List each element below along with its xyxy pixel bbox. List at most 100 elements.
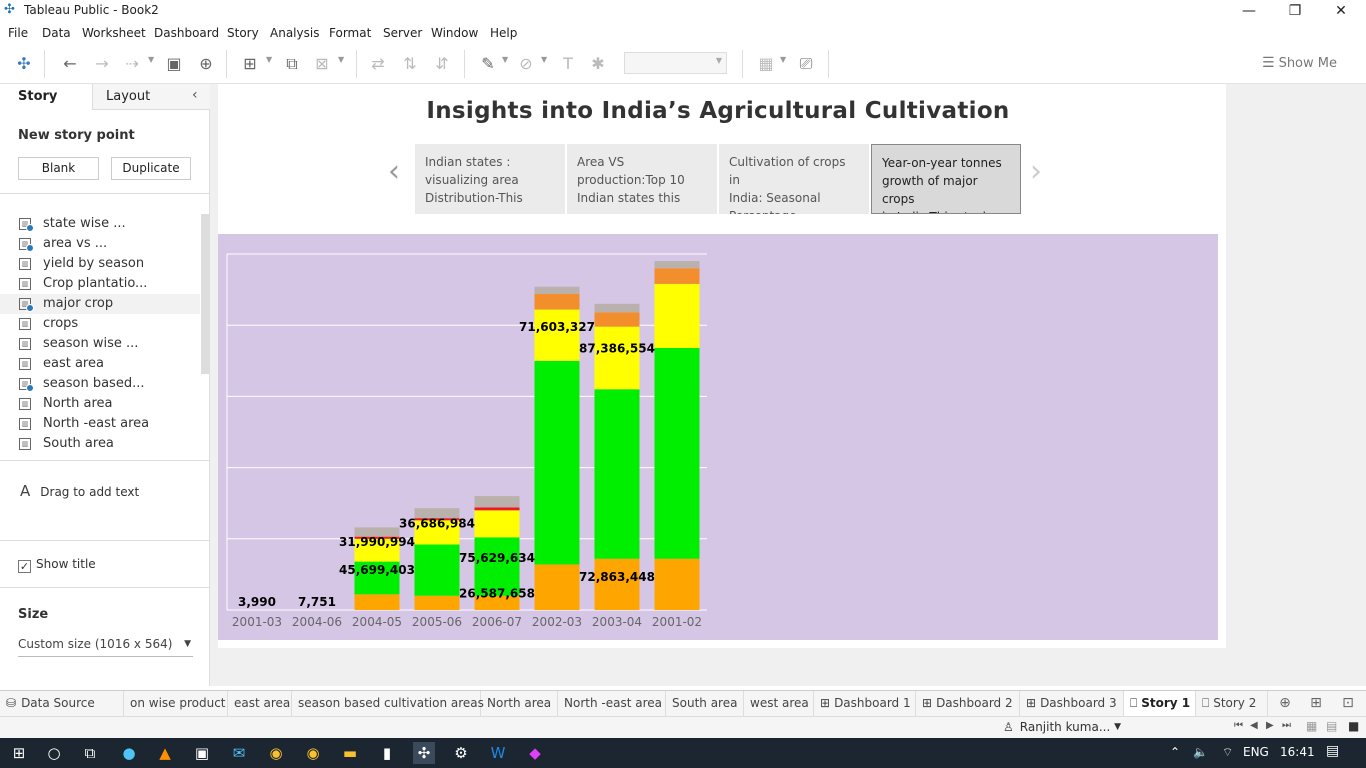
- bar-segment[interactable]: [534, 309, 580, 361]
- film-strip-icon[interactable]: ▦: [1306, 719, 1318, 733]
- settings-gear-icon[interactable]: ⚙: [454, 744, 468, 762]
- tab-sheet[interactable]: North area: [481, 691, 558, 716]
- menu-help[interactable]: Help: [490, 26, 518, 40]
- bar-segment[interactable]: [534, 293, 580, 310]
- menu-data[interactable]: Data: [42, 26, 71, 40]
- tab-sheet[interactable]: east area: [228, 691, 292, 716]
- tableau-home-icon[interactable]: ✣: [17, 54, 31, 73]
- tab-dashboard[interactable]: ⊞ Dashboard 2: [916, 691, 1020, 716]
- bar-segment[interactable]: [354, 561, 400, 595]
- chevron-down-icon[interactable]: ▼: [541, 55, 548, 64]
- story-point-3[interactable]: Cultivation of crops in India: Seasonal …: [719, 144, 869, 214]
- tabs-view-icon[interactable]: ▤: [1326, 719, 1338, 733]
- bar-segment[interactable]: [594, 303, 640, 313]
- bar-segment[interactable]: [594, 326, 640, 390]
- user-menu[interactable]: ♙ Ranjith kuma... ▼: [1003, 720, 1125, 737]
- file-explorer-icon[interactable]: ▬: [342, 744, 358, 762]
- bar-segment[interactable]: [654, 283, 700, 348]
- bar-segment[interactable]: [594, 389, 640, 559]
- tableau-taskbar-icon[interactable]: ✣: [413, 742, 435, 764]
- duplicate-sheet-icon[interactable]: ⧉: [286, 54, 298, 73]
- bar-segment[interactable]: [534, 564, 580, 610]
- story-point-2[interactable]: Area VS production:Top 10 Indian states …: [567, 144, 717, 214]
- menu-worksheet[interactable]: Worksheet: [82, 26, 146, 40]
- sheet-item-north-east-area[interactable]: ▥ North -east area: [0, 414, 200, 434]
- minimize-button[interactable]: —: [1242, 3, 1256, 19]
- tab-sheet[interactable]: on wise product: [124, 691, 228, 716]
- bar-segment[interactable]: [414, 595, 460, 610]
- presentation-mode-icon[interactable]: ⎚: [799, 54, 813, 73]
- previous-sheet-icon[interactable]: ◀: [1250, 720, 1258, 731]
- story-point-4[interactable]: Year-on-year tonnes growth of major crop…: [871, 144, 1021, 214]
- paint-icon[interactable]: ◆: [529, 744, 541, 762]
- new-story-tab-icon[interactable]: ⊡: [1342, 695, 1354, 711]
- size-select[interactable]: Custom size (1016 x 564) ▼: [18, 637, 193, 657]
- tab-story-2[interactable]: ⎕ Story 2: [1196, 691, 1268, 716]
- sheet-list-scrollbar[interactable]: [201, 214, 209, 374]
- menu-window[interactable]: Window: [431, 26, 479, 40]
- volume-icon[interactable]: 🔈: [1193, 745, 1208, 759]
- chevron-down-icon[interactable]: ▼: [148, 55, 155, 64]
- last-sheet-icon[interactable]: ⏭: [1282, 720, 1291, 731]
- menu-dashboard[interactable]: Dashboard: [154, 26, 220, 40]
- close-button[interactable]: ✕: [1335, 3, 1347, 19]
- sheet-item-crops[interactable]: ▥ crops: [0, 314, 200, 334]
- new-worksheet-tab-icon[interactable]: ⊕: [1279, 695, 1291, 711]
- bar-segment[interactable]: [534, 286, 580, 294]
- sort-descending-icon[interactable]: ⇵: [435, 54, 449, 73]
- previous-story-point-icon[interactable]: ‹: [388, 154, 400, 189]
- clear-sheet-icon[interactable]: ⊠: [315, 54, 329, 73]
- duplicate-button[interactable]: Duplicate: [111, 157, 191, 180]
- stacked-bar-chart[interactable]: 2001-03 2004-06 2004-05 2005-06 2006-07 2002-…: [218, 234, 1218, 640]
- tab-sheet[interactable]: west area: [744, 691, 814, 716]
- blank-button[interactable]: Blank: [18, 157, 99, 180]
- tab-story-1[interactable]: ⎕ Story 1: [1124, 691, 1196, 716]
- fit-combo[interactable]: ▼: [624, 52, 727, 74]
- replay-icon[interactable]: ⇢: [125, 54, 139, 73]
- undo-icon[interactable]: ←: [63, 54, 77, 73]
- menu-file[interactable]: File: [8, 26, 29, 40]
- task-view-icon[interactable]: ⧉: [84, 744, 96, 762]
- bar-segment[interactable]: [654, 268, 700, 284]
- bar-segment[interactable]: [654, 558, 700, 610]
- show-title-checkbox[interactable]: ✓ Show title: [18, 557, 96, 573]
- bar-segment[interactable]: [474, 510, 520, 538]
- sheet-item-state-wise[interactable]: ▥ state wise ...: [0, 214, 200, 234]
- bar-segment[interactable]: [354, 538, 400, 562]
- redo-icon[interactable]: →: [95, 54, 109, 73]
- new-worksheet-icon[interactable]: ⊞: [243, 54, 257, 73]
- highlight-icon[interactable]: ✎: [481, 54, 495, 73]
- tab-sheet[interactable]: South area: [666, 691, 744, 716]
- sheet-item-season-wise[interactable]: ▥ season wise ...: [0, 334, 200, 354]
- edge-icon[interactable]: ●: [122, 744, 136, 762]
- bar-segment[interactable]: [534, 360, 580, 565]
- tab-sheet[interactable]: North -east area: [558, 691, 666, 716]
- new-data-source-icon[interactable]: ⊕: [199, 54, 213, 73]
- tab-dashboard[interactable]: ⊞ Dashboard 3: [1020, 691, 1124, 716]
- bar-segment[interactable]: [474, 537, 520, 596]
- language-indicator[interactable]: ENG: [1243, 745, 1269, 759]
- notifications-icon[interactable]: ▤: [1326, 743, 1340, 759]
- tab-layout[interactable]: Layout: [92, 84, 210, 110]
- new-dashboard-tab-icon[interactable]: ⊞: [1310, 695, 1322, 711]
- usb-icon[interactable]: ▮: [382, 744, 392, 762]
- menu-analysis[interactable]: Analysis: [270, 26, 320, 40]
- show-me-button[interactable]: ☰ Show Me: [1262, 55, 1337, 71]
- chevron-down-icon[interactable]: ▼: [502, 55, 509, 64]
- bar-segment[interactable]: [474, 507, 520, 511]
- bar-segment[interactable]: [414, 520, 460, 545]
- sheet-item-season-based[interactable]: ▥ season based...: [0, 374, 200, 394]
- bar-segment[interactable]: [354, 536, 400, 539]
- tab-story[interactable]: Story: [18, 89, 58, 104]
- chevron-up-icon[interactable]: ⌃: [1170, 745, 1181, 759]
- sheet-item-crop-plantation[interactable]: ▥ Crop plantatio...: [0, 274, 200, 294]
- chrome-icon[interactable]: ◉: [306, 744, 320, 762]
- show-mark-labels-icon[interactable]: T: [563, 54, 573, 73]
- sheet-item-north-area[interactable]: ▥ North area: [0, 394, 200, 414]
- vlc-icon[interactable]: ▲: [159, 744, 171, 762]
- bar-segment[interactable]: [414, 518, 460, 521]
- group-members-icon[interactable]: ⊘: [519, 54, 533, 73]
- bar-segment[interactable]: [654, 261, 700, 269]
- bar-segment[interactable]: [354, 594, 400, 610]
- next-story-point-icon[interactable]: ›: [1030, 154, 1042, 189]
